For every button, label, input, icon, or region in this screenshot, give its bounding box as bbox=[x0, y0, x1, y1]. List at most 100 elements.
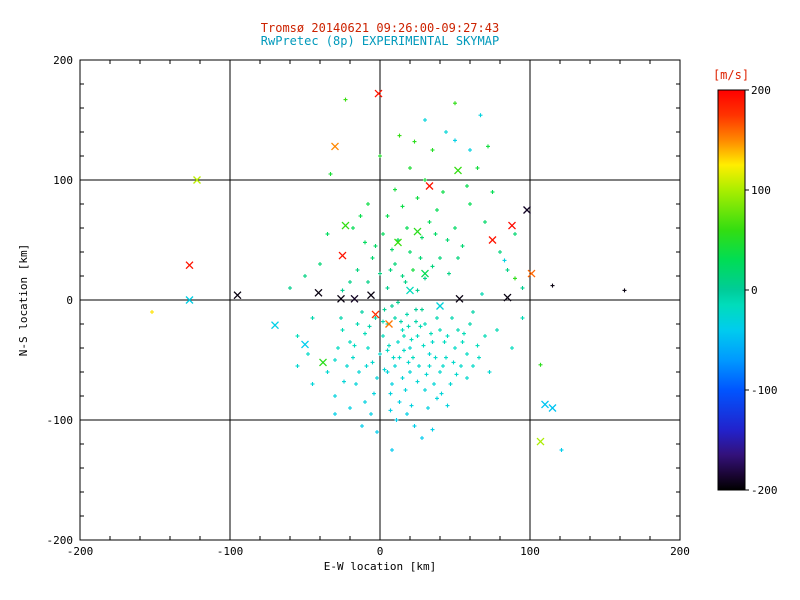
data-point bbox=[420, 307, 424, 312]
colorbar: [m/s] 200 100 0 -100 -200 bbox=[713, 68, 778, 497]
data-point bbox=[382, 367, 387, 372]
x-tick-label: 100 bbox=[520, 545, 540, 558]
data-point bbox=[378, 352, 382, 356]
data-point bbox=[433, 355, 438, 360]
data-point bbox=[505, 268, 510, 272]
data-point bbox=[439, 391, 444, 396]
data-point bbox=[372, 391, 376, 396]
x-axis-label: E-W location [km] bbox=[324, 560, 437, 573]
data-point bbox=[371, 310, 380, 319]
colorbar-unit-label: [m/s] bbox=[713, 68, 749, 82]
data-point bbox=[520, 286, 525, 290]
data-point bbox=[363, 331, 367, 336]
data-point bbox=[366, 280, 370, 284]
data-point bbox=[378, 154, 382, 158]
data-point bbox=[354, 382, 358, 386]
data-point bbox=[459, 364, 463, 368]
data-point bbox=[441, 364, 445, 368]
data-point bbox=[370, 360, 375, 365]
data-point bbox=[345, 364, 349, 368]
data-point bbox=[430, 148, 435, 152]
data-point bbox=[478, 113, 483, 118]
data-point bbox=[444, 130, 448, 134]
data-point bbox=[360, 310, 364, 314]
data-point bbox=[409, 337, 414, 342]
data-point bbox=[318, 262, 322, 266]
data-point bbox=[367, 291, 375, 300]
data-point bbox=[475, 166, 480, 170]
data-point bbox=[233, 291, 242, 300]
data-point bbox=[415, 334, 420, 338]
data-point bbox=[456, 328, 460, 332]
data-point bbox=[423, 118, 427, 122]
data-point bbox=[423, 322, 427, 326]
data-point bbox=[350, 294, 359, 303]
data-point bbox=[471, 364, 475, 368]
data-point bbox=[483, 220, 487, 224]
data-point bbox=[366, 346, 370, 350]
data-point bbox=[385, 348, 390, 353]
data-point bbox=[430, 427, 435, 432]
data-point bbox=[432, 382, 436, 386]
data-point bbox=[460, 244, 465, 248]
data-point bbox=[408, 250, 412, 254]
data-point bbox=[355, 322, 360, 326]
data-point bbox=[374, 89, 383, 98]
data-point bbox=[325, 232, 330, 236]
data-point bbox=[430, 264, 435, 269]
data-point bbox=[486, 144, 490, 149]
data-point bbox=[421, 269, 429, 278]
data-point bbox=[445, 403, 450, 408]
data-point bbox=[427, 364, 432, 368]
data-point bbox=[314, 288, 323, 297]
data-point bbox=[465, 184, 469, 188]
data-point bbox=[343, 97, 348, 102]
plot-title: Tromsø 20140621 09:26:00-09:27:43 bbox=[261, 21, 499, 35]
data-point bbox=[418, 256, 423, 260]
data-point bbox=[310, 382, 315, 386]
data-point bbox=[358, 214, 363, 218]
data-point bbox=[427, 352, 432, 356]
data-point bbox=[303, 274, 307, 278]
colorbar-ticks: 200 100 0 -100 -200 bbox=[745, 84, 778, 497]
data-point bbox=[391, 355, 396, 360]
data-point bbox=[400, 204, 405, 209]
y-axis-label: N-S location [km] bbox=[17, 244, 30, 357]
data-point bbox=[388, 408, 393, 413]
data-point bbox=[295, 364, 300, 368]
data-point bbox=[445, 238, 450, 242]
data-point bbox=[393, 187, 397, 192]
data-point bbox=[370, 256, 375, 260]
data-point bbox=[310, 316, 315, 320]
data-point bbox=[523, 206, 531, 214]
y-tick-label: 0 bbox=[66, 294, 73, 307]
data-point bbox=[417, 364, 421, 368]
data-point bbox=[385, 370, 390, 374]
data-point bbox=[480, 292, 484, 296]
data-point bbox=[373, 244, 378, 248]
data-point bbox=[399, 319, 403, 324]
data-point bbox=[490, 190, 495, 194]
data-point bbox=[385, 320, 393, 328]
data-point bbox=[433, 232, 438, 236]
data-point bbox=[421, 343, 426, 348]
data-point bbox=[375, 430, 379, 434]
data-point bbox=[550, 283, 555, 288]
data-point bbox=[503, 293, 512, 302]
data-point bbox=[406, 286, 414, 295]
tick-layer: -200 -100 0 100 200 -200 -100 0 100 200 bbox=[47, 54, 690, 558]
data-point bbox=[306, 352, 310, 356]
data-point bbox=[342, 379, 346, 384]
data-point bbox=[468, 202, 472, 206]
data-point bbox=[445, 334, 450, 338]
data-point bbox=[357, 370, 361, 374]
data-point bbox=[468, 148, 472, 152]
data-point bbox=[348, 280, 352, 284]
data-point bbox=[390, 382, 394, 386]
data-point bbox=[381, 319, 385, 324]
data-point bbox=[393, 316, 397, 320]
data-point bbox=[430, 340, 435, 344]
data-point bbox=[436, 302, 444, 310]
data-point bbox=[185, 261, 194, 270]
